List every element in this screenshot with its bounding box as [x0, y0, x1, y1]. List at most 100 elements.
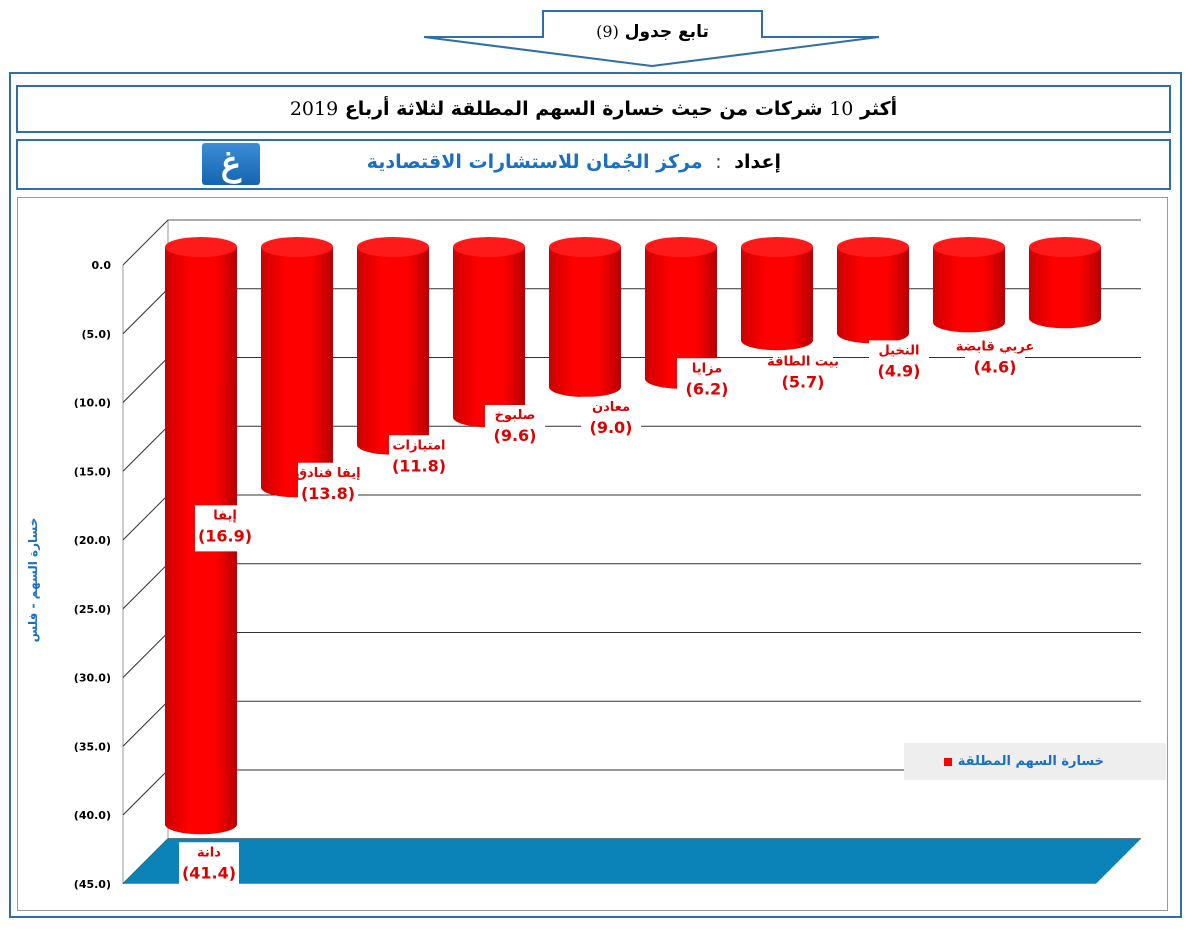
gridline-side — [122, 425, 169, 472]
data-label: (4.6) — [974, 357, 1017, 376]
gridline-side — [122, 700, 169, 747]
bar-body — [837, 247, 909, 344]
bar-cap — [933, 237, 1005, 257]
data-label: (11.8) — [392, 456, 446, 475]
data-label-bg — [773, 351, 833, 398]
title-year: 2019 — [289, 98, 339, 120]
y-tick-label: (35.0) — [74, 740, 111, 753]
chart-title: أكثر 10 شركات من حيث خسارة السهم المطلقة… — [290, 98, 897, 120]
y-tick-label: (45.0) — [74, 878, 111, 891]
data-label: (9.0) — [590, 418, 633, 437]
bar-body — [741, 247, 813, 351]
category-label: عربي قابضة — [956, 339, 1035, 354]
data-label: (4.9) — [878, 361, 921, 380]
data-label-bg — [581, 396, 641, 443]
arrow-text: تابع جدول — [624, 22, 709, 42]
bar-cap — [645, 237, 717, 257]
category-label: مزايا — [692, 361, 722, 376]
bar-body — [1029, 247, 1101, 329]
prepared-by-box: إعداد : مركز الجُمان للاستشارات الاقتصاد… — [16, 139, 1171, 190]
header-arrow — [423, 10, 880, 68]
data-label-bg — [677, 358, 737, 405]
prepared-by-colon: : — [715, 151, 722, 173]
bar-cap — [357, 237, 429, 257]
y-axis-title: خسارة السهم - فلس — [18, 515, 48, 645]
y-axis-title-text: خسارة السهم - فلس — [26, 517, 40, 643]
gridline-side — [122, 288, 169, 335]
table-number: (9) — [596, 22, 619, 41]
bar-2 — [261, 237, 333, 498]
data-label-bg — [389, 435, 449, 482]
bar-cap — [453, 237, 525, 257]
prepared-by-label: إعداد — [734, 151, 781, 173]
bar-cap — [165, 237, 237, 257]
gridline-side — [122, 219, 169, 266]
data-label: (16.9) — [198, 526, 252, 545]
bar-body — [933, 247, 1005, 333]
chart-floor — [123, 838, 1141, 884]
gridline-side — [122, 494, 169, 541]
bar-body — [261, 247, 333, 498]
category-label: صلبوخ — [495, 408, 536, 423]
data-label-bg — [965, 336, 1025, 383]
data-label: (9.6) — [494, 426, 537, 445]
data-label: (5.7) — [782, 372, 825, 391]
y-tick-label: (5.0) — [81, 328, 111, 341]
title-count: 10 — [829, 98, 854, 120]
title-box: أكثر 10 شركات من حيث خسارة السهم المطلقة… — [16, 85, 1171, 133]
bar-4 — [453, 237, 525, 428]
data-label: (41.4) — [182, 863, 236, 882]
company-logo: ﻍ — [202, 143, 260, 185]
plot-frame — [17, 197, 1168, 911]
bar-cap — [1029, 237, 1101, 257]
bar-cap — [837, 237, 909, 257]
data-label-bg — [179, 842, 239, 889]
y-tick-label: (25.0) — [74, 603, 111, 616]
bar-5 — [549, 237, 621, 397]
continued-table-label: تابع جدول (9) — [545, 22, 760, 42]
title-part-1: أكثر — [860, 98, 898, 120]
category-label: إيفا — [213, 508, 237, 523]
bar-body — [357, 247, 429, 455]
category-label: دانة — [197, 845, 221, 860]
category-label: بيت الطاقة — [767, 354, 839, 369]
title-part-2: شركات من حيث خسارة السهم المطلقة لثلاثة … — [344, 98, 823, 120]
y-tick-label: 0.0 — [92, 259, 112, 272]
y-tick-label: (30.0) — [74, 672, 111, 685]
bar-6 — [645, 237, 717, 389]
y-tick-label: (10.0) — [74, 397, 111, 410]
y-tick-label: (40.0) — [74, 809, 111, 822]
bar-cap — [261, 237, 333, 257]
data-label-bg — [195, 505, 255, 552]
outer-frame — [9, 72, 1182, 918]
logo-icon: ﻍ — [220, 144, 242, 184]
bar-7 — [741, 237, 813, 351]
bar-8 — [837, 237, 909, 344]
bar-cap — [549, 237, 621, 257]
legend-swatch — [943, 757, 952, 766]
bar-3 — [357, 237, 429, 455]
data-label-bg — [869, 340, 929, 387]
category-label: النخيل — [879, 343, 920, 358]
category-label: امتيازات — [392, 438, 445, 453]
gridline-side — [122, 632, 169, 678]
bar-9 — [933, 237, 1005, 333]
data-label-bg — [485, 405, 545, 451]
legend-label: خسارة السهم المطلقة — [957, 754, 1104, 769]
category-label: معادن — [592, 400, 630, 415]
data-label: (6.2) — [686, 379, 729, 398]
bar-cap — [741, 237, 813, 257]
bar-body — [549, 247, 621, 397]
gridline-side — [122, 357, 169, 403]
y-tick-label: (15.0) — [74, 465, 111, 478]
bar-body — [453, 247, 525, 428]
data-label: (13.8) — [301, 484, 355, 503]
y-tick-label: (20.0) — [74, 534, 111, 547]
gridline-side — [122, 769, 169, 816]
data-label-bg — [298, 462, 358, 509]
bar-body — [645, 247, 717, 389]
category-label: إيفا فنادق — [295, 466, 360, 481]
legend: خسارة السهم المطلقة — [904, 743, 1166, 780]
prepared-by: إعداد : مركز الجُمان للاستشارات الاقتصاد… — [367, 151, 781, 173]
